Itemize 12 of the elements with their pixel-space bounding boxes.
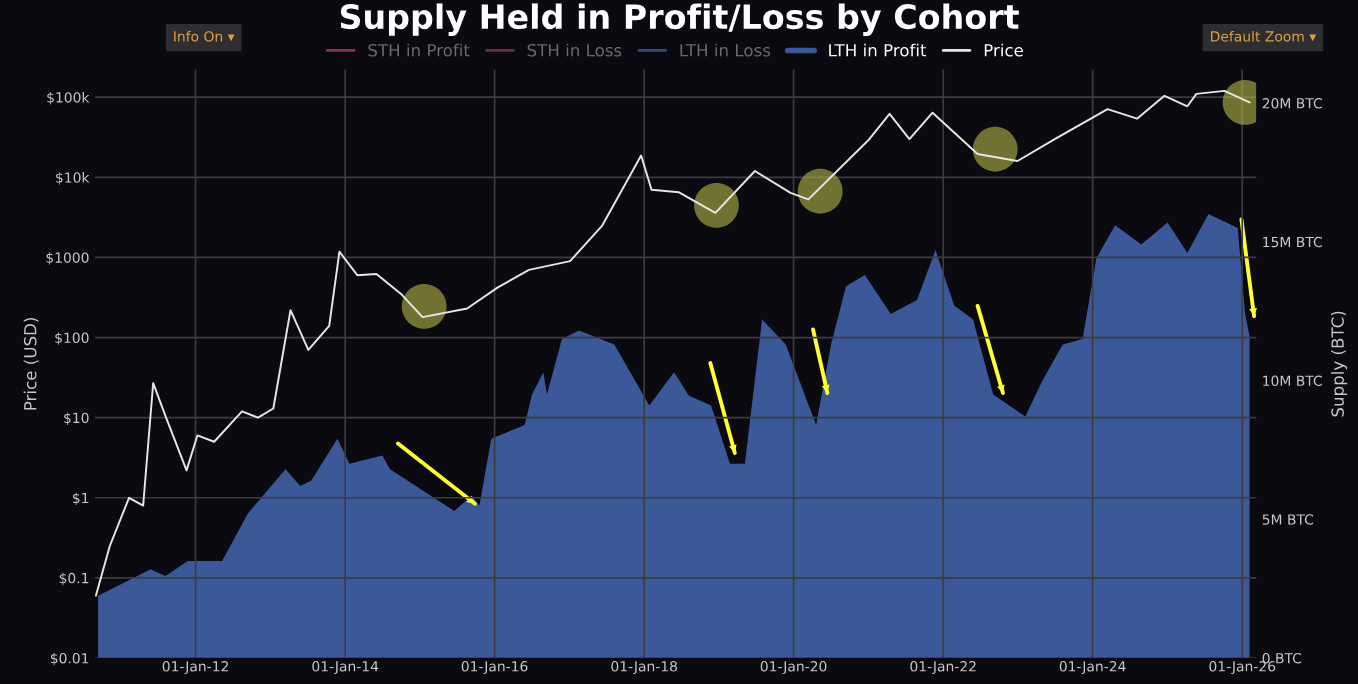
legend-label: LTH in Loss bbox=[680, 43, 771, 57]
point bbox=[694, 182, 739, 228]
legend-label: STH in Profit bbox=[368, 43, 470, 57]
y2-axis-title: Supply (BTC) bbox=[1331, 311, 1348, 417]
y-axis-title: Price (USD) bbox=[23, 318, 39, 410]
legend-label: STH in Loss bbox=[527, 43, 622, 57]
legend-label: Price bbox=[984, 43, 1023, 57]
point bbox=[797, 168, 843, 214]
point bbox=[972, 126, 1018, 172]
legend-label: LTH in Profit bbox=[829, 43, 927, 57]
point bbox=[401, 283, 447, 329]
chart-title: Supply Held in Profit/Loss by Cohort bbox=[340, 3, 1019, 36]
